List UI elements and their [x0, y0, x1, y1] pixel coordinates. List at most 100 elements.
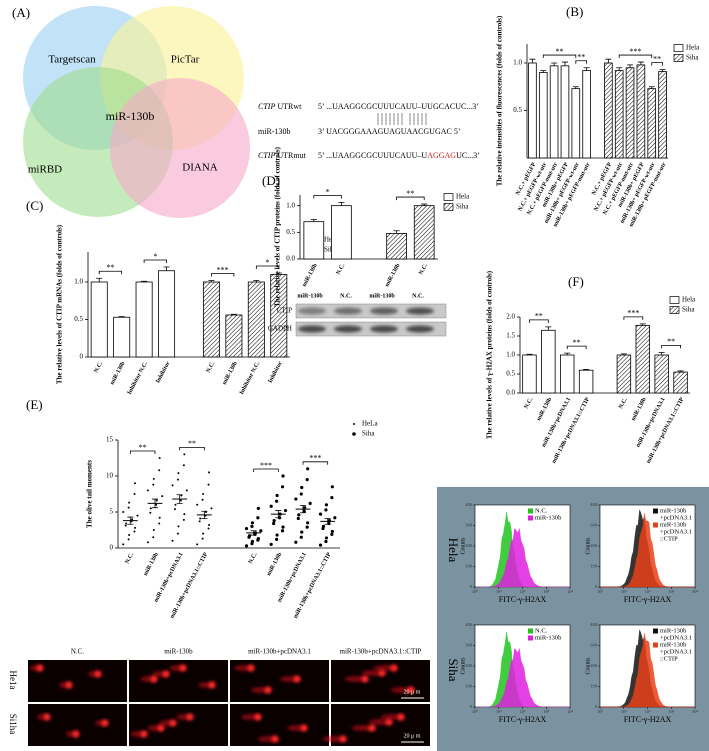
- error-bar: [540, 70, 547, 73]
- y-tick-label: 0: [595, 584, 598, 589]
- error-bar: [421, 203, 428, 206]
- band: [334, 325, 362, 333]
- data-point: [305, 525, 309, 529]
- legend-label: ::CTIP: [660, 655, 678, 662]
- data-point: [152, 529, 155, 531]
- gene: CTIP: [258, 102, 275, 111]
- legend-swatch: [528, 515, 533, 521]
- significance-label: **: [535, 312, 543, 321]
- significance-bracket: [542, 54, 577, 59]
- data-point: [294, 540, 298, 544]
- comet-head: [72, 730, 80, 738]
- y-tick-label: 10: [106, 472, 114, 480]
- legend-label: +pcDNA3.1: [660, 648, 692, 655]
- error-bar: [529, 58, 536, 63]
- significance-bracket: [313, 195, 342, 199]
- venn-label: miRBD: [28, 164, 62, 176]
- significance-label: ***: [309, 454, 321, 463]
- x-tick-label: 10⁰: [597, 709, 604, 714]
- x-tick-label: 10³: [543, 709, 550, 714]
- y-tick-label: 0: [470, 704, 473, 709]
- error-bar: [96, 277, 103, 282]
- panel-label: (A): [12, 5, 30, 20]
- x-tick-label: N.C.: [524, 396, 535, 410]
- lane-label: N.C.: [412, 293, 424, 299]
- data-point: [330, 529, 334, 534]
- y-tick-label: 300: [465, 643, 473, 648]
- x-tick-label: 10²: [520, 709, 527, 714]
- data-point: [321, 524, 326, 529]
- data-point: [297, 513, 301, 517]
- significance-label: **: [139, 443, 147, 452]
- venn-center: miR-130b: [106, 109, 155, 123]
- bar: [658, 71, 667, 159]
- bar: [578, 369, 594, 394]
- comet-head: [65, 681, 73, 689]
- row-label: Hela: [446, 538, 461, 563]
- error-bar: [627, 64, 634, 68]
- comet-image: [28, 660, 127, 702]
- comet-head: [101, 719, 109, 727]
- seq-name: miR-130b: [258, 127, 290, 136]
- gene: CTIP: [258, 151, 275, 160]
- comet-head: [179, 664, 187, 672]
- data-point: [196, 503, 199, 506]
- error-bar: [620, 353, 627, 355]
- data-point: [133, 493, 136, 495]
- data-point: [324, 539, 328, 544]
- data-point: [176, 478, 179, 481]
- data-point: [207, 527, 210, 530]
- tag: UTRwt: [275, 102, 302, 111]
- x-tick-label: Inhibitor: [155, 360, 171, 384]
- bar: [158, 270, 176, 358]
- y-axis-label: Counts: [460, 657, 466, 675]
- data-point: [272, 521, 276, 526]
- seq-part: UC...3’: [456, 151, 480, 160]
- legend-swatch: [673, 54, 684, 62]
- significance-label: ***: [260, 461, 272, 470]
- x-tick-label: 10²: [645, 709, 652, 714]
- error-bar: [583, 369, 590, 371]
- comet-head: [264, 686, 272, 694]
- bar: [604, 62, 613, 159]
- bar: [616, 354, 632, 394]
- band: [334, 307, 362, 315]
- bar: [522, 354, 537, 394]
- legend-swatch: [673, 44, 684, 52]
- bar: [625, 67, 635, 159]
- bar: [331, 205, 352, 260]
- x-tick-label: 10²: [520, 589, 527, 594]
- legend-label: miR-130b: [535, 634, 561, 641]
- comet-head: [378, 669, 386, 677]
- comet-image: [230, 704, 329, 746]
- error-bar: [338, 202, 345, 206]
- bar: [413, 205, 435, 260]
- data-point: [182, 464, 185, 467]
- data-point: [125, 522, 128, 525]
- legend-label: Hela: [682, 296, 696, 304]
- legend-swatch: [669, 306, 680, 314]
- x-tick-label: 10²: [645, 589, 652, 594]
- x-tick-label: N.C.: [93, 360, 104, 374]
- bar: [202, 281, 220, 358]
- comet-head: [36, 664, 44, 672]
- error-bar: [639, 323, 646, 326]
- data-point: [122, 543, 125, 546]
- y-tick-label: 5: [110, 508, 114, 516]
- data-point: [256, 516, 260, 520]
- error-bar: [310, 219, 317, 222]
- comet-head: [361, 675, 369, 683]
- error-bar: [163, 266, 170, 271]
- comet-image: [28, 704, 127, 746]
- x-tick-label: miR-130b: [631, 396, 649, 422]
- data-point: [280, 485, 285, 489]
- data-point: [176, 532, 179, 535]
- bar: [541, 329, 556, 394]
- x-tick-label: Inhibitor N.C.: [239, 360, 262, 395]
- data-point: [202, 493, 205, 495]
- data-point: [275, 499, 279, 503]
- data-point: [300, 530, 304, 534]
- data-point: [299, 535, 303, 539]
- data-point: [259, 529, 263, 533]
- data-point: [299, 492, 303, 496]
